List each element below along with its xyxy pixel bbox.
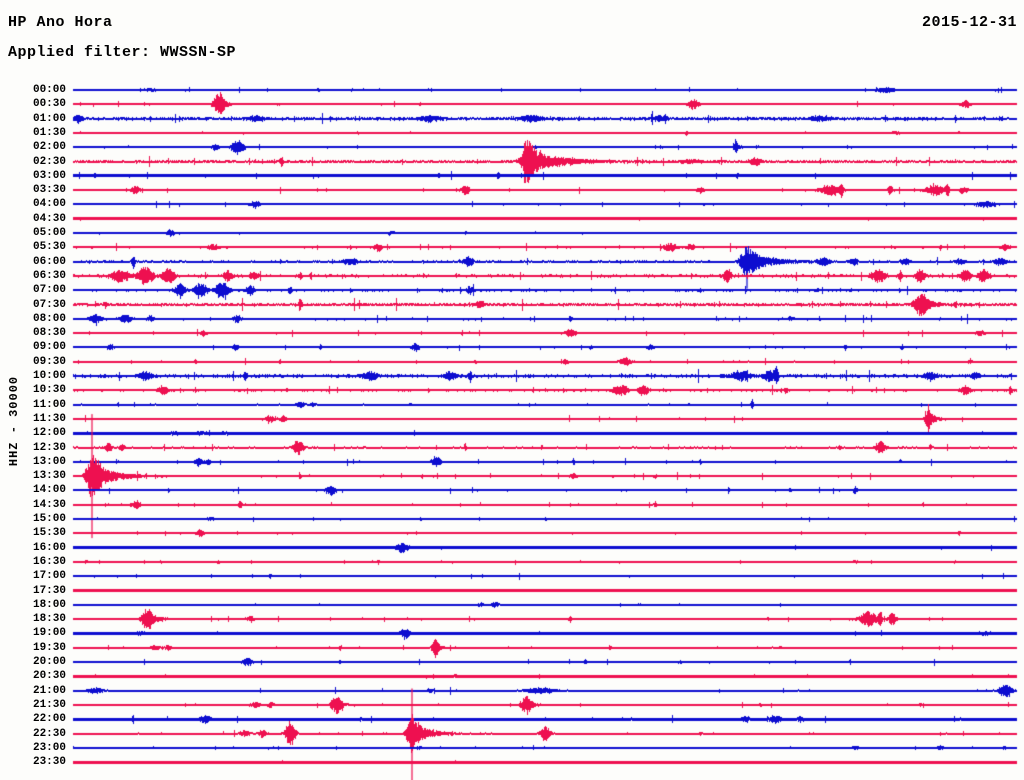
time-label: 17:00 <box>32 570 66 582</box>
time-label: 02:00 <box>32 141 66 153</box>
time-label: 19:00 <box>32 627 66 639</box>
time-label: 18:00 <box>32 599 66 611</box>
time-label: 00:00 <box>32 84 66 96</box>
time-label: 20:00 <box>32 656 66 668</box>
time-label: 22:30 <box>32 728 66 740</box>
time-label: 21:00 <box>32 685 66 697</box>
filter-label: Applied filter: WWSSN-SP <box>8 44 237 61</box>
time-label: 11:30 <box>32 413 66 425</box>
time-label: 22:00 <box>32 713 66 725</box>
time-label: 18:30 <box>32 613 66 625</box>
time-label: 01:30 <box>32 127 66 139</box>
time-label: 06:00 <box>32 256 66 268</box>
time-label: 13:30 <box>32 470 66 482</box>
time-label: 04:00 <box>32 198 66 210</box>
channel-scale-label: HHZ - 30000 <box>7 375 21 467</box>
time-label: 15:00 <box>32 513 66 525</box>
time-label: 23:00 <box>32 742 66 754</box>
time-label: 07:00 <box>32 284 66 296</box>
time-label: 21:30 <box>32 699 66 711</box>
time-label: 11:00 <box>32 399 66 411</box>
time-label: 10:30 <box>32 384 66 396</box>
time-label: 10:00 <box>32 370 66 382</box>
time-label: 23:30 <box>32 756 66 768</box>
time-label: 14:30 <box>32 499 66 511</box>
time-label: 04:30 <box>32 213 66 225</box>
time-label: 00:30 <box>32 98 66 110</box>
time-label: 05:30 <box>32 241 66 253</box>
time-label: 08:00 <box>32 313 66 325</box>
station-title: HP Ano Hora <box>8 14 113 31</box>
time-label: 16:30 <box>32 556 66 568</box>
time-label: 03:00 <box>32 170 66 182</box>
time-label: 07:30 <box>32 299 66 311</box>
time-label: 02:30 <box>32 156 66 168</box>
time-label: 16:00 <box>32 542 66 554</box>
time-label: 06:30 <box>32 270 66 282</box>
time-label: 15:30 <box>32 527 66 539</box>
time-label: 13:00 <box>32 456 66 468</box>
time-label: 05:00 <box>32 227 66 239</box>
time-label: 17:30 <box>32 585 66 597</box>
time-label: 09:00 <box>32 341 66 353</box>
time-label: 01:00 <box>32 113 66 125</box>
time-label: 20:30 <box>32 670 66 682</box>
time-label: 14:00 <box>32 484 66 496</box>
date-label: 2015-12-31 <box>921 14 1017 31</box>
time-label: 12:30 <box>32 442 66 454</box>
time-label: 19:30 <box>32 642 66 654</box>
time-label: 03:30 <box>32 184 66 196</box>
time-label: 08:30 <box>32 327 66 339</box>
time-label: 09:30 <box>32 356 66 368</box>
time-label: 12:00 <box>32 427 66 439</box>
